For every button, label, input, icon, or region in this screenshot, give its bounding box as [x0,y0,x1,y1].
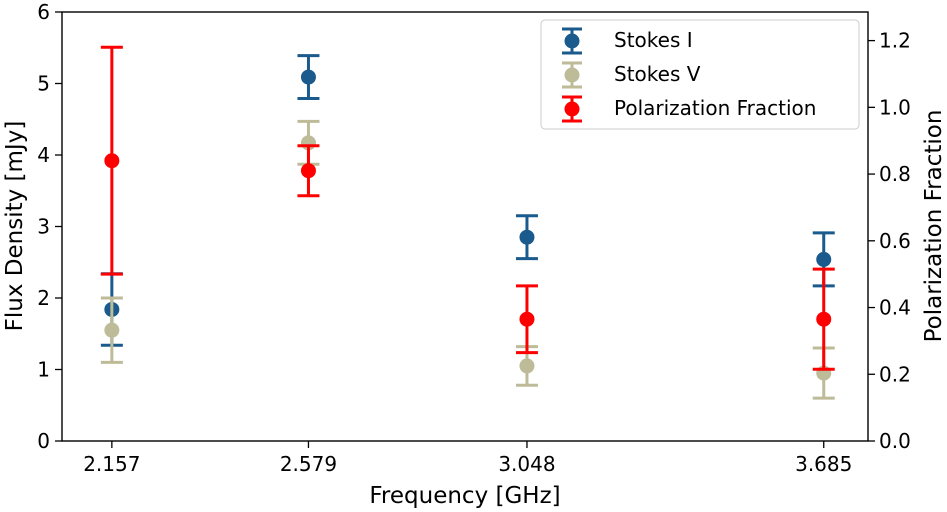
polarization-fraction-point [104,153,120,169]
polarization-fraction-point-group [812,267,835,371]
legend-label-stokes-i: Stokes I [614,28,693,52]
legend-marker-stokes-i [562,27,582,55]
stokes-i-legend-dot [564,33,580,49]
legend-entry-stokes-v: Stokes V [562,61,701,89]
legend-marker-stokes-v [562,61,582,89]
y-axis-title: Flux Density [mJy] [2,121,28,332]
polarization-fraction-legend-dot [564,101,580,117]
x-axis: 2.157 2.579 3.048 3.685 [83,441,852,476]
polarization-fraction-point-group [297,144,320,198]
right-y-axis: 0.0 0.2 0.4 0.6 0.8 1.0 1.2 [868,29,911,453]
stokes-v-legend-dot [564,67,580,83]
legend-entry-stokes-i: Stokes I [562,27,693,55]
polarization-fraction-point-group [515,284,538,355]
x-axis-title: Frequency [GHz] [369,483,560,509]
stokes-v-point [519,358,535,374]
y2-tick-label: 0.4 [879,296,911,320]
y2-tick-label: 0.0 [879,429,911,453]
stokes-v-point-group [100,296,123,364]
stokes-i-point-group [515,214,538,261]
y-tick-label: 6 [37,0,50,24]
x-tick-label: 3.048 [498,452,555,476]
stokes-i-point [300,69,316,85]
y-tick-label: 0 [37,429,50,453]
legend-label-stokes-v: Stokes V [614,62,701,86]
legend-entry-polarization-fraction: Polarization Fraction [562,95,816,123]
y-tick-label: 3 [37,215,50,239]
y2-axis-title: Polarization Fraction [921,110,947,343]
legend-label-polarization-fraction: Polarization Fraction [614,96,816,120]
polarization-fraction-point-group [100,45,123,276]
legend-marker-polarization-fraction [562,95,582,123]
stokes-v-point [104,322,120,338]
polarization-fraction-point [519,311,535,327]
y2-tick-label: 1.2 [879,29,911,53]
x-tick-label: 3.685 [795,452,852,476]
y-tick-label: 1 [37,358,50,382]
legend: Stokes I Stokes V Polarization Fraction [540,19,860,130]
left-y-axis: 0 1 2 3 4 5 6 [37,0,62,453]
y-tick-label: 5 [37,72,50,96]
stokes-i-point [816,251,832,267]
stokes-i-point-group [297,54,320,101]
y2-tick-label: 0.6 [879,229,911,253]
x-tick-label: 2.579 [280,452,337,476]
stokes-i-point [519,229,535,245]
y-tick-label: 4 [37,143,50,167]
polarization-fraction-point [816,311,832,327]
y2-tick-label: 0.2 [879,362,911,386]
y2-tick-label: 1.0 [879,95,911,119]
y2-tick-label: 0.8 [879,162,911,186]
y-tick-label: 2 [37,286,50,310]
legend-frame [540,19,860,130]
polarization-fraction-point [300,163,316,179]
data-marks [100,45,835,400]
x-tick-label: 2.157 [83,452,140,476]
